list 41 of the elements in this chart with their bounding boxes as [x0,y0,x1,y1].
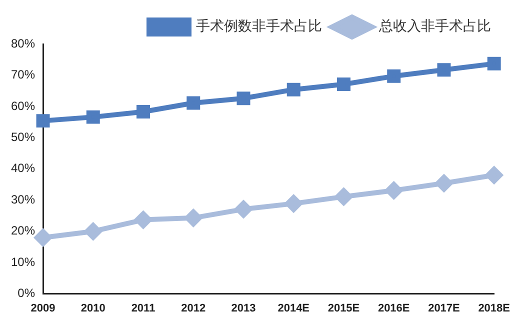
y-tick-label: 50% [10,130,36,144]
y-tick-label: 10% [10,254,36,269]
y-tick-label: 60% [10,98,36,113]
x-tick-label: 2010 [80,302,106,314]
point [236,92,250,106]
point [487,56,501,70]
point [86,110,100,124]
point [36,114,50,128]
point [136,105,150,118]
x-tick-label: 2011 [131,302,156,314]
x-tick-label: 2012 [181,302,206,314]
point [336,78,350,92]
x-tick-label: 2017E [428,302,460,314]
point [285,195,302,212]
point [486,166,503,184]
x-tick-label: 2009 [30,302,56,314]
x-tick-label: 2014E [278,302,310,314]
x-tick-label: 2013 [231,302,256,314]
y-tick-label: 20% [10,224,36,238]
y-tick-label: 70% [10,68,36,82]
legend-label: 手术例数非手术占比 [196,18,322,35]
x-tick-label: 2016E [378,302,410,314]
x-tick-label: 2015E [328,302,360,314]
point [387,69,401,83]
point [34,229,52,246]
point [437,63,451,77]
y-tick-label: 30% [10,192,36,206]
point [134,211,152,228]
y-tick-label: 80% [10,36,36,50]
point [435,174,452,192]
point [335,188,352,206]
point [84,222,102,240]
point [186,96,200,110]
point [385,182,402,199]
x-tick-label: 2018E [478,302,510,314]
legend-label: 总收入非手术占比 [378,18,491,35]
point [184,209,202,226]
point [286,82,300,96]
y-tick-label: 40% [10,161,36,176]
y-tick-label: 0% [18,286,36,300]
point [234,200,252,218]
